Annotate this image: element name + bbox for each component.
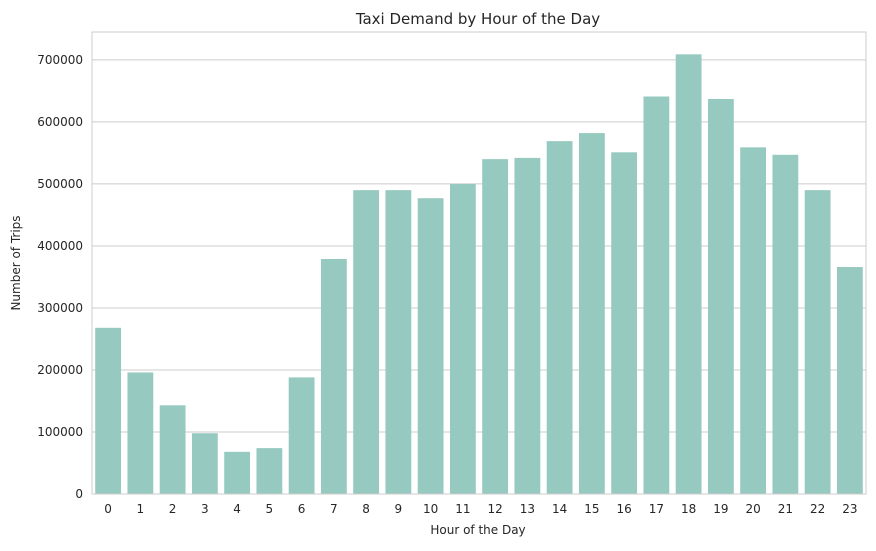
x-tick-label: 5: [266, 502, 274, 516]
x-tick-label: 21: [778, 502, 793, 516]
x-tick-labels: 0 1 2 3 4 5 6 7 8 9 10 11 12 13 14 15 16 17 18 19 20 21 22 23: [104, 502, 857, 516]
bars: [95, 54, 863, 495]
bar-hour-6: [288, 377, 315, 494]
bar-hour-4: [224, 451, 251, 494]
x-tick-label: 16: [616, 502, 631, 516]
bar-hour-8: [353, 190, 380, 495]
bar-hour-23: [836, 267, 863, 494]
x-tick-label: 10: [423, 502, 438, 516]
plot-frame: [91, 31, 867, 495]
x-tick-label: 12: [487, 502, 502, 516]
x-tick-label: 7: [330, 502, 338, 516]
x-tick-label: 19: [713, 502, 728, 516]
x-tick-label: 8: [362, 502, 370, 516]
bar-hour-13: [514, 157, 541, 494]
y-tick-label: 0: [75, 487, 83, 501]
bar-hour-0: [95, 327, 122, 494]
x-tick-label: 18: [681, 502, 696, 516]
x-tick-label: 9: [395, 502, 403, 516]
y-tick-label: 600000: [37, 115, 83, 129]
x-tick-label: 11: [455, 502, 470, 516]
bar-hour-18: [675, 54, 702, 495]
y-tick-labels: 0 100000 200000 300000 400000 500000 600000 700…: [37, 53, 83, 501]
bar-hour-16: [611, 152, 638, 495]
bar-hour-9: [385, 190, 412, 495]
y-tick-label: 300000: [37, 301, 83, 315]
y-axis-label: Number of Trips: [9, 215, 23, 310]
bar-hour-19: [707, 98, 734, 495]
x-tick-label: 2: [169, 502, 177, 516]
x-tick-label: 15: [584, 502, 599, 516]
bar-hour-21: [772, 154, 799, 495]
bar-hour-10: [417, 198, 444, 494]
gridlines: [92, 59, 866, 495]
plot-border: [91, 31, 867, 495]
x-tick-label: 13: [520, 502, 535, 516]
x-tick-label: 20: [745, 502, 760, 516]
bar-hour-11: [449, 183, 476, 494]
bar-hour-14: [546, 141, 573, 495]
x-tick-label: 23: [842, 502, 857, 516]
x-tick-label: 14: [552, 502, 567, 516]
x-tick-label: 22: [810, 502, 825, 516]
bar-hour-3: [191, 433, 218, 494]
x-tick-label: 17: [649, 502, 664, 516]
x-tick-label: 4: [233, 502, 241, 516]
x-tick-label: 1: [137, 502, 145, 516]
y-tick-label: 200000: [37, 363, 83, 377]
y-tick-label: 100000: [37, 425, 83, 439]
bar-hour-12: [482, 159, 509, 495]
bar-hour-22: [804, 190, 831, 495]
x-tick-label: 3: [201, 502, 209, 516]
y-tick-label: 500000: [37, 177, 83, 191]
bar-hour-17: [643, 96, 670, 494]
bar-hour-7: [320, 258, 347, 494]
x-tick-label: 6: [298, 502, 306, 516]
x-axis-label: Hour of the Day: [430, 523, 525, 537]
chart-title: Taxi Demand by Hour of the Day: [355, 10, 600, 28]
y-tick-label: 700000: [37, 53, 83, 67]
bar-hour-15: [578, 133, 605, 494]
y-tick-label: 400000: [37, 239, 83, 253]
bar-hour-1: [127, 372, 154, 494]
bar-hour-20: [740, 147, 767, 494]
bar-hour-2: [159, 405, 186, 494]
bar-hour-5: [256, 448, 283, 494]
x-tick-label: 0: [104, 502, 112, 516]
